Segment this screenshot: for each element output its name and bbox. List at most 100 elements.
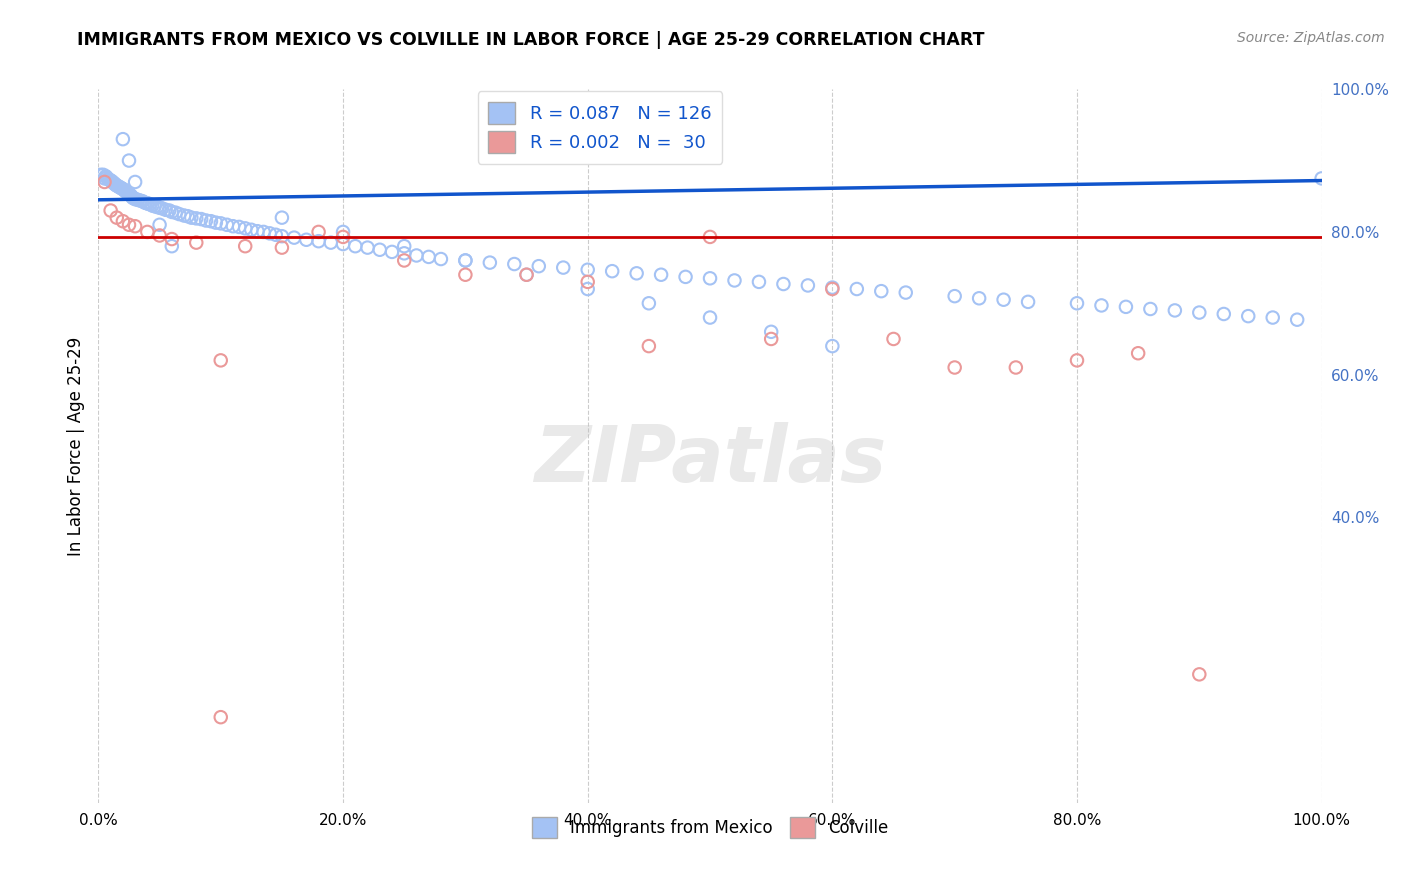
Point (149, 201, 172, 215)
Point (180, 211, 202, 225)
Point (124, 175, 146, 189)
Point (845, 282, 868, 296)
Point (136, 225, 159, 239)
Point (131, 194, 153, 209)
Y-axis label: In Labor Force | Age 25-29: In Labor Force | Age 25-29 (66, 336, 84, 556)
Point (454, 268, 477, 282)
Point (118, 187, 141, 202)
Point (149, 228, 172, 243)
Point (146, 200, 169, 214)
Point (761, 332, 783, 346)
Point (515, 268, 537, 282)
Point (894, 285, 917, 300)
Point (332, 230, 354, 244)
Point (129, 194, 152, 208)
Point (1115, 300, 1137, 314)
Point (155, 202, 177, 217)
Text: IMMIGRANTS FROM MEXICO VS COLVILLE IN LABOR FORCE | AGE 25-29 CORRELATION CHART: IMMIGRANTS FROM MEXICO VS COLVILLE IN LA… (77, 31, 984, 49)
Text: ZIPatlas: ZIPatlas (534, 422, 886, 499)
Point (1017, 294, 1039, 309)
Point (1237, 309, 1260, 323)
Point (117, 186, 139, 200)
Point (527, 259, 550, 273)
Point (405, 248, 427, 262)
Point (177, 209, 200, 223)
Point (97, 172, 120, 186)
Point (699, 310, 721, 325)
Point (246, 224, 269, 238)
Point (821, 339, 844, 353)
Point (1139, 301, 1161, 316)
Point (160, 232, 183, 246)
Point (90, 168, 112, 182)
Point (103, 177, 125, 191)
Point (478, 255, 501, 269)
Point (101, 174, 124, 188)
Point (515, 268, 537, 282)
Point (121, 191, 143, 205)
Point (124, 219, 146, 234)
Point (186, 235, 208, 250)
Point (94, 169, 117, 184)
Point (111, 182, 134, 196)
Point (870, 284, 893, 298)
Point (122, 191, 145, 205)
Point (105, 211, 128, 225)
Point (93, 175, 115, 189)
Point (100, 173, 122, 187)
Point (576, 262, 599, 277)
Point (308, 225, 330, 239)
Point (111, 214, 134, 228)
Point (748, 275, 770, 289)
Point (118, 153, 141, 168)
Point (173, 209, 195, 223)
Point (270, 229, 294, 244)
Point (127, 193, 149, 207)
Point (344, 239, 367, 253)
Point (821, 280, 844, 294)
Point (143, 199, 166, 213)
Point (165, 205, 187, 219)
Point (1286, 312, 1309, 326)
Point (821, 282, 844, 296)
Point (368, 243, 391, 257)
Point (233, 239, 256, 253)
Point (112, 183, 135, 197)
Point (186, 211, 208, 226)
Point (943, 360, 966, 375)
Point (650, 268, 672, 282)
Point (160, 239, 183, 253)
Point (100, 203, 122, 218)
Point (157, 203, 180, 218)
Point (1310, 171, 1333, 186)
Point (270, 211, 294, 225)
Point (626, 266, 648, 280)
Point (283, 230, 305, 244)
Point (120, 187, 142, 202)
Point (150, 202, 173, 216)
Point (418, 250, 440, 264)
Point (104, 178, 127, 192)
Point (240, 223, 263, 237)
Point (600, 264, 623, 278)
Point (993, 293, 1015, 307)
Point (1066, 353, 1088, 368)
Point (308, 234, 330, 248)
Point (699, 271, 721, 285)
Point (1128, 346, 1150, 360)
Point (332, 237, 354, 252)
Point (205, 216, 228, 230)
Point (392, 239, 416, 253)
Point (1164, 303, 1187, 318)
Point (943, 289, 966, 303)
Point (430, 252, 453, 266)
Point (209, 216, 232, 230)
Point (1212, 307, 1234, 321)
Point (319, 235, 342, 250)
Point (98, 173, 121, 187)
Point (93, 171, 115, 186)
Point (637, 296, 661, 310)
Point (381, 244, 404, 259)
Point (134, 195, 156, 210)
Point (105, 178, 128, 193)
